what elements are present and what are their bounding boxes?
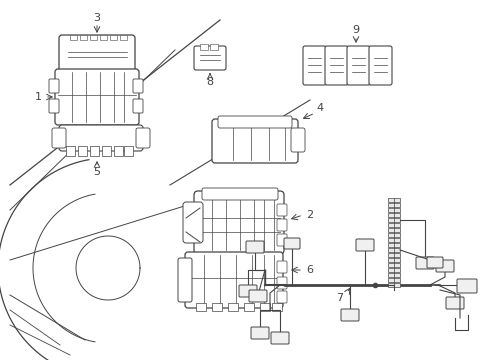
- Text: 3: 3: [93, 13, 101, 23]
- Bar: [387, 248, 399, 252]
- Text: 8: 8: [206, 77, 213, 87]
- FancyBboxPatch shape: [445, 297, 463, 309]
- Text: 1: 1: [35, 92, 41, 102]
- Bar: [387, 238, 399, 242]
- Text: 4: 4: [316, 103, 323, 113]
- FancyBboxPatch shape: [183, 202, 203, 243]
- Bar: [387, 278, 399, 282]
- Bar: [209, 44, 218, 50]
- FancyBboxPatch shape: [194, 46, 225, 70]
- FancyBboxPatch shape: [325, 46, 347, 85]
- FancyBboxPatch shape: [426, 257, 442, 268]
- Bar: [212, 303, 222, 311]
- FancyBboxPatch shape: [178, 258, 192, 302]
- FancyBboxPatch shape: [133, 99, 142, 113]
- Bar: [80, 35, 87, 40]
- FancyBboxPatch shape: [202, 188, 278, 200]
- Bar: [387, 208, 399, 212]
- Bar: [260, 303, 269, 311]
- Bar: [387, 243, 399, 247]
- FancyBboxPatch shape: [276, 261, 286, 273]
- FancyBboxPatch shape: [346, 46, 369, 85]
- Bar: [227, 303, 238, 311]
- Bar: [70, 35, 77, 40]
- FancyBboxPatch shape: [245, 241, 264, 253]
- Bar: [271, 303, 282, 311]
- FancyBboxPatch shape: [276, 234, 286, 246]
- FancyBboxPatch shape: [184, 252, 283, 308]
- FancyBboxPatch shape: [250, 327, 268, 339]
- Bar: [90, 146, 99, 156]
- Bar: [244, 303, 253, 311]
- Bar: [124, 146, 133, 156]
- FancyBboxPatch shape: [49, 99, 59, 113]
- FancyBboxPatch shape: [59, 125, 142, 151]
- FancyBboxPatch shape: [340, 309, 358, 321]
- Bar: [387, 203, 399, 207]
- Text: 9: 9: [352, 25, 359, 35]
- FancyBboxPatch shape: [456, 279, 476, 293]
- FancyBboxPatch shape: [276, 204, 286, 216]
- Bar: [196, 303, 205, 311]
- Bar: [387, 233, 399, 237]
- FancyBboxPatch shape: [303, 46, 325, 85]
- Bar: [387, 253, 399, 257]
- Bar: [387, 258, 399, 262]
- FancyBboxPatch shape: [218, 116, 291, 128]
- FancyBboxPatch shape: [248, 290, 266, 302]
- Bar: [114, 146, 123, 156]
- FancyBboxPatch shape: [194, 191, 284, 254]
- Bar: [102, 146, 111, 156]
- Bar: [387, 198, 399, 202]
- Bar: [200, 44, 207, 50]
- FancyBboxPatch shape: [284, 238, 299, 249]
- Text: 2: 2: [306, 210, 313, 220]
- Bar: [78, 146, 87, 156]
- FancyBboxPatch shape: [55, 69, 139, 125]
- FancyBboxPatch shape: [52, 128, 66, 148]
- Bar: [387, 273, 399, 277]
- Bar: [387, 213, 399, 217]
- Bar: [387, 218, 399, 222]
- Bar: [66, 146, 75, 156]
- FancyBboxPatch shape: [49, 79, 59, 93]
- Bar: [90, 35, 97, 40]
- FancyBboxPatch shape: [239, 285, 257, 297]
- FancyBboxPatch shape: [368, 46, 391, 85]
- FancyBboxPatch shape: [59, 35, 135, 73]
- Text: 7: 7: [336, 293, 343, 303]
- Bar: [387, 263, 399, 267]
- Bar: [387, 228, 399, 232]
- Text: 5: 5: [93, 167, 101, 177]
- FancyBboxPatch shape: [212, 119, 297, 163]
- FancyBboxPatch shape: [136, 128, 150, 148]
- FancyBboxPatch shape: [270, 332, 288, 344]
- Bar: [387, 283, 399, 287]
- Bar: [120, 35, 127, 40]
- Bar: [100, 35, 107, 40]
- FancyBboxPatch shape: [276, 277, 286, 289]
- FancyBboxPatch shape: [276, 291, 286, 303]
- FancyBboxPatch shape: [290, 128, 305, 152]
- Bar: [387, 223, 399, 227]
- FancyBboxPatch shape: [435, 260, 453, 272]
- Text: 6: 6: [306, 265, 313, 275]
- FancyBboxPatch shape: [133, 79, 142, 93]
- FancyBboxPatch shape: [415, 257, 433, 269]
- FancyBboxPatch shape: [355, 239, 373, 251]
- Bar: [110, 35, 117, 40]
- Bar: [387, 268, 399, 272]
- FancyBboxPatch shape: [276, 219, 286, 231]
